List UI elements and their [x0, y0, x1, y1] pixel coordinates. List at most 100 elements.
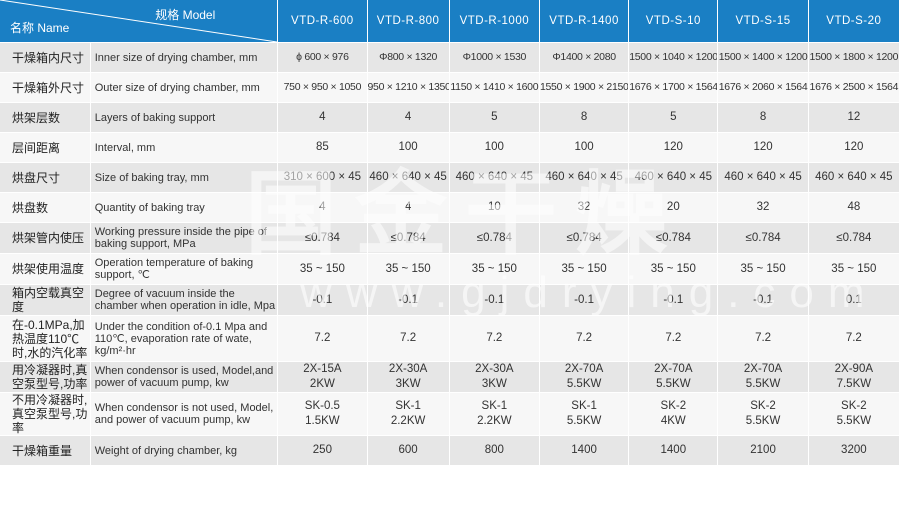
value-text: -0.1: [574, 293, 594, 306]
value-cell: ≤0.784: [808, 222, 900, 254]
row-label-english: Operation temperature of baking support,…: [90, 253, 279, 285]
value-cell: 4: [277, 192, 368, 223]
value-text: 460 × 640 × 45: [634, 171, 713, 183]
value-text: 460 × 640 × 45: [815, 171, 893, 183]
value-cell: 35 ~ 150: [367, 253, 450, 285]
value-text: 35 ~ 150: [299, 262, 345, 275]
value-text: ϕ 600 × 976: [296, 51, 349, 63]
value-text: 5.5KW: [836, 415, 872, 427]
value-text: 35 ~ 150: [561, 262, 607, 275]
value-text: 35 ~ 150: [385, 262, 431, 275]
value-text: 4: [404, 201, 412, 213]
value-cell: ≤0.784: [449, 222, 540, 254]
value-cell: 35 ~ 150: [449, 253, 540, 285]
value-text: 750 × 950 × 1050: [283, 81, 362, 93]
value-cell: SK-2 5.5KW: [808, 392, 900, 436]
value-cell: 8: [717, 102, 809, 133]
value-cell: 460 × 640 × 45: [367, 162, 450, 193]
value-text: 35 ~ 150: [471, 262, 517, 275]
value-cell: 750 × 950 × 1050: [277, 72, 368, 103]
value-text: SK-1: [571, 400, 597, 412]
value-text: SK-2: [750, 400, 776, 412]
value-cell: ≤0.784: [367, 222, 450, 254]
value-cell: SK-1 2.2KW: [449, 392, 540, 436]
value-cell: 1150 × 1410 × 1600: [449, 72, 540, 103]
value-text: 7.2: [576, 332, 593, 344]
value-cell: -0.1: [367, 284, 450, 316]
model-header: VTD-S-15: [717, 0, 809, 43]
value-text: 7.2: [314, 332, 331, 344]
value-text: 120: [844, 141, 864, 153]
value-text: ≤0.784: [304, 231, 340, 244]
value-cell: Φ800 × 1320: [367, 42, 450, 73]
value-text: 100: [574, 141, 594, 153]
value-cell: ϕ 600 × 976: [277, 42, 368, 73]
value-text: 85: [315, 141, 329, 153]
spec-row: 用冷凝器时,真空泵型号,功率 When condensor is used, Mo…: [0, 361, 900, 393]
value-cell: 0.1: [808, 284, 900, 316]
value-cell: 120: [628, 132, 719, 163]
model-header: VTD-S-20: [808, 0, 900, 43]
value-cell: -0.1: [277, 284, 368, 316]
value-cell: -0.1: [628, 284, 719, 316]
value-text: 1500 × 1400 × 1200: [718, 51, 808, 63]
value-cell: 460 × 640 × 45: [628, 162, 719, 193]
value-cell: 4: [367, 102, 450, 133]
row-label-chinese: 不用冷凝器时,真空泵型号,功率: [0, 392, 91, 436]
value-text: 2X-30A: [475, 363, 514, 375]
spec-row: 在-0.1MPa,加热温度110℃时,水的汽化率 Under the condit…: [0, 315, 900, 362]
row-label-english: Interval, mm: [90, 132, 279, 163]
value-cell: 460 × 640 × 45: [808, 162, 900, 193]
value-text: 2X-15A: [303, 363, 342, 375]
value-text: 1676 × 2060 × 1564: [718, 81, 808, 93]
row-label-chinese: 烘架层数: [0, 102, 91, 133]
value-cell: 460 × 640 × 45: [449, 162, 540, 193]
header-corner-cell: 规格 Model 名称 Name: [0, 0, 279, 43]
value-cell: 1400: [628, 435, 719, 466]
row-label-english: Weight of drying chamber, kg: [90, 435, 279, 466]
row-label-chinese: 层间距离: [0, 132, 91, 163]
value-cell: 3200: [808, 435, 900, 466]
value-text: ≤0.784: [566, 231, 602, 244]
value-text: 1500 × 1800 × 1200: [809, 51, 899, 63]
value-cell: 5: [628, 102, 719, 133]
value-text: 460 × 640 × 45: [545, 171, 623, 183]
value-cell: 35 ~ 150: [808, 253, 900, 285]
value-text: 4: [319, 201, 326, 213]
value-cell: Φ1000 × 1530: [449, 42, 540, 73]
row-label-chinese: 烘盘数: [0, 192, 91, 223]
value-text: 100: [398, 141, 418, 153]
value-text: 2.2KW: [390, 415, 426, 427]
value-cell: 1400: [539, 435, 630, 466]
row-label-english: Quantity of baking tray: [90, 192, 279, 223]
value-cell: ≤0.784: [628, 222, 719, 254]
value-cell: 2100: [717, 435, 809, 466]
row-label-chinese: 干燥箱内尺寸: [0, 42, 91, 73]
value-text: -0.1: [398, 293, 419, 306]
value-cell: 1500 × 1040 × 1200: [628, 42, 719, 73]
name-header-label: 名称 Name: [10, 21, 70, 35]
value-cell: 2X-30A 3KW: [449, 361, 540, 393]
value-text: 20: [666, 201, 680, 213]
row-label-chinese: 用冷凝器时,真空泵型号,功率: [0, 361, 91, 393]
value-cell: 7.2: [367, 315, 450, 362]
value-cell: 4: [367, 192, 450, 223]
value-cell: 460 × 640 × 45: [539, 162, 630, 193]
model-header: VTD-S-10: [628, 0, 719, 43]
value-cell: 32: [539, 192, 630, 223]
value-text: 8: [759, 111, 767, 123]
value-text: 7.2: [665, 332, 682, 344]
value-text: 1676 × 2500 × 1564: [809, 81, 899, 93]
value-cell: 1500 × 1800 × 1200: [808, 42, 900, 73]
value-cell: 800: [449, 435, 540, 466]
value-text: 0.1: [845, 293, 862, 306]
value-cell: 1676 × 2500 × 1564: [808, 72, 900, 103]
row-label-chinese: 在-0.1MPa,加热温度110℃时,水的汽化率: [0, 315, 91, 362]
value-text: Φ800 × 1320: [379, 51, 438, 63]
value-text: 1150 × 1410 × 1600: [450, 81, 539, 93]
value-text: 2.2KW: [477, 415, 512, 427]
value-text: 2X-70A: [743, 363, 783, 375]
value-text: ≤0.784: [655, 231, 691, 244]
value-text: 460 × 640 × 45: [369, 171, 447, 183]
value-text: -0.1: [312, 293, 333, 306]
